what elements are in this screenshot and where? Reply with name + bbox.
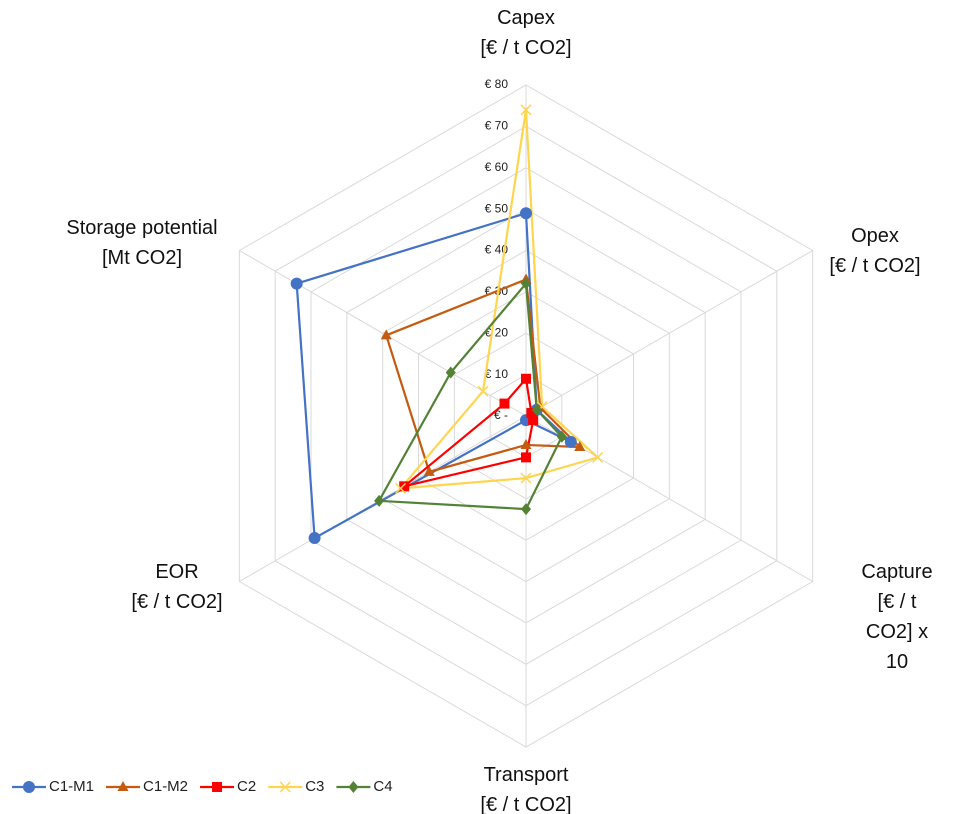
data-point <box>423 465 435 476</box>
category-label: Capex [€ / t CO2] <box>480 7 572 59</box>
data-point <box>499 398 510 409</box>
y-tick-label: € 60 <box>485 160 509 174</box>
data-point <box>308 532 321 545</box>
category-label: Capture [€ / t CO2] x 10 <box>861 561 933 673</box>
data-point <box>528 415 539 426</box>
y-tick-label: € 70 <box>485 119 509 133</box>
data-point <box>521 503 531 516</box>
data-point <box>531 403 542 416</box>
y-tick-label: € 80 <box>485 77 509 91</box>
data-point <box>521 277 531 290</box>
y-tick-label: € 10 <box>485 367 509 381</box>
data-point <box>374 494 385 507</box>
data-point <box>526 407 537 418</box>
category-label: Transport [€ / t CO2] <box>480 764 572 814</box>
data-point <box>380 329 392 340</box>
y-tick-label: € 40 <box>485 243 509 257</box>
y-tick-label: € 50 <box>485 201 509 215</box>
data-point <box>520 207 532 220</box>
data-point <box>395 482 407 494</box>
legend-marker <box>279 781 291 793</box>
data-point <box>521 373 531 384</box>
y-tick-label: € - <box>494 408 508 422</box>
legend-marker <box>212 782 223 792</box>
data-point <box>477 385 489 397</box>
data-point <box>399 481 410 492</box>
category-label: Storage potential [Mt CO2] <box>66 217 218 269</box>
legend-marker <box>117 781 129 791</box>
axis-spoke <box>525 250 813 417</box>
data-point <box>520 104 532 116</box>
data-point <box>564 435 577 448</box>
legend-label: C1-M1 <box>49 778 94 795</box>
axis-spoke <box>239 250 527 417</box>
series-line <box>403 376 535 488</box>
data-point <box>521 452 531 463</box>
data-point <box>445 366 456 379</box>
data-point <box>592 451 604 463</box>
legend-marker <box>23 781 35 793</box>
legend-marker <box>348 781 359 793</box>
category-label: EOR [€ / t CO2] <box>131 561 223 613</box>
data-point <box>520 472 532 484</box>
data-point <box>574 441 586 452</box>
legend-label: C2 <box>237 778 256 795</box>
category-label: Opex [€ / t CO2] <box>829 225 921 277</box>
data-point <box>556 430 567 443</box>
legend-label: C4 <box>373 778 392 795</box>
legend-label: C1-M2 <box>143 778 188 795</box>
data-point <box>520 438 532 449</box>
axis-spoke <box>239 415 527 582</box>
data-point <box>290 277 303 290</box>
legend-label: C3 <box>305 778 324 795</box>
